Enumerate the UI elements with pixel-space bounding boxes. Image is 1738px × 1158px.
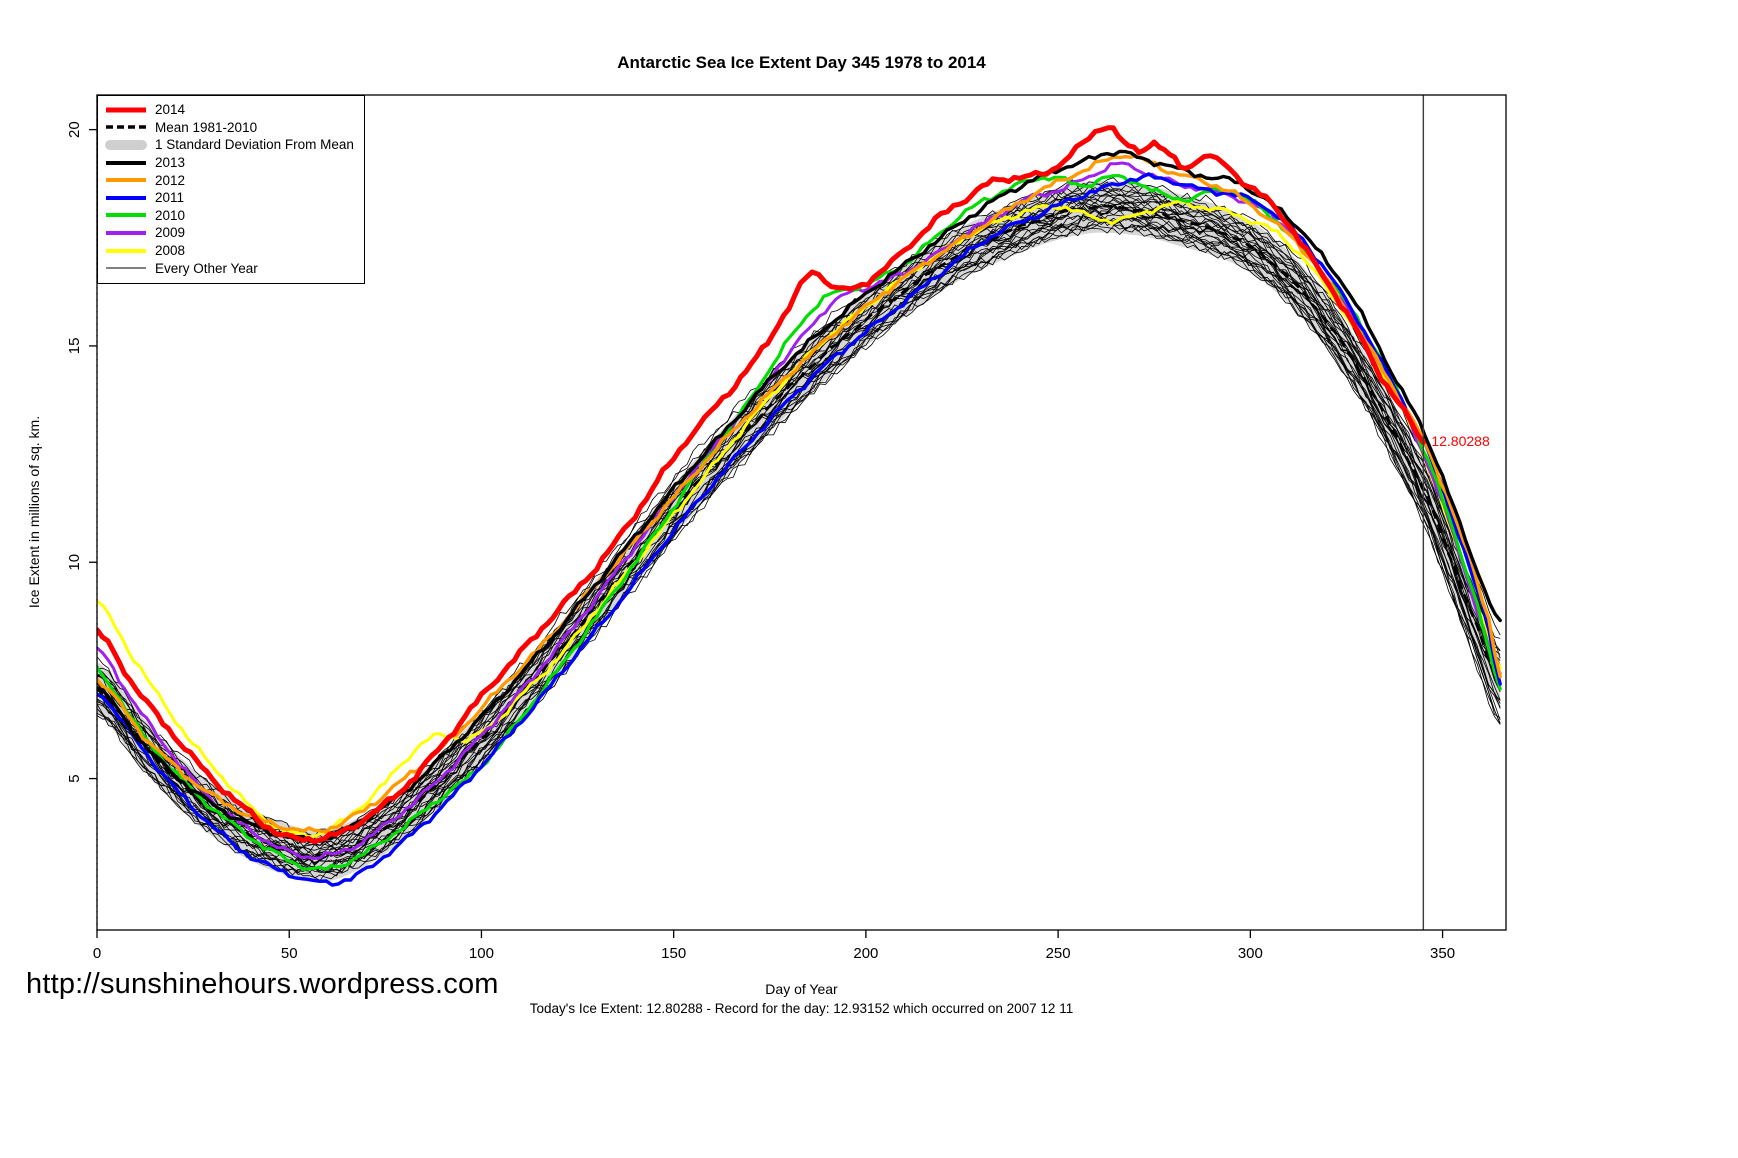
other-year-line	[97, 224, 1501, 880]
ice-extent-annotation: 12.80288	[1431, 433, 1490, 449]
legend-item: 2011	[104, 189, 356, 207]
x-tick-label: 100	[469, 945, 494, 962]
site-url: http://sunshinehours.wordpress.com	[26, 968, 499, 1000]
legend-item: Mean 1981-2010	[104, 119, 356, 137]
x-tick-label: 250	[1046, 945, 1071, 962]
other-year-line	[97, 197, 1501, 858]
legend-label: 2009	[155, 225, 186, 241]
other-year-line	[97, 187, 1501, 846]
legend-label: 2008	[155, 243, 186, 259]
chart-title: Antarctic Sea Ice Extent Day 345 1978 to…	[617, 53, 986, 72]
other-year-line	[97, 185, 1501, 847]
legend-line-swatch	[106, 160, 146, 165]
series-2008-line	[97, 200, 1502, 839]
legend-line-swatch	[106, 195, 146, 200]
other-year-line	[97, 223, 1501, 882]
legend-line-swatch	[106, 267, 146, 269]
other-year-line	[97, 209, 1501, 867]
x-tick-label: 300	[1238, 945, 1263, 962]
series-2012-line	[97, 153, 1502, 834]
other-year-line	[97, 207, 1501, 863]
plot-area	[97, 125, 1502, 887]
other-year-line	[97, 221, 1501, 875]
x-tick-label: 50	[281, 945, 298, 962]
legend-line-swatch	[106, 125, 146, 130]
legend-item: 2009	[104, 224, 356, 242]
legend-label: 2011	[155, 190, 185, 206]
legend-label: 1 Standard Deviation From Mean	[155, 137, 354, 153]
other-year-line	[97, 213, 1501, 871]
legend-item: Every Other Year	[104, 259, 356, 277]
other-year-line	[97, 214, 1501, 870]
y-tick-label: 10	[66, 554, 83, 571]
legend-item: 2008	[104, 242, 356, 260]
legend-item: 2013	[104, 154, 356, 172]
legend-line-swatch	[106, 107, 146, 113]
legend-label: 2010	[155, 207, 186, 223]
other-year-line	[97, 206, 1501, 866]
other-year-line	[97, 217, 1501, 873]
legend-label: Mean 1981-2010	[155, 119, 258, 135]
other-year-line	[97, 214, 1501, 872]
legend-item: 2014	[104, 101, 356, 119]
y-tick-label: 15	[66, 338, 83, 355]
plot-border	[96, 94, 1507, 931]
legend-line-swatch	[106, 178, 146, 183]
legend-item: 1 Standard Deviation From Mean	[104, 136, 356, 154]
x-tick-label: 0	[93, 945, 101, 962]
legend-item: 2012	[104, 171, 356, 189]
legend-label: 2012	[155, 172, 186, 188]
legend-label: Every Other Year	[155, 260, 258, 276]
x-tick-label: 200	[853, 945, 878, 962]
other-year-line	[97, 215, 1501, 873]
legend-line-swatch	[106, 248, 146, 253]
x-axis-label: Day of Year	[765, 981, 838, 997]
legend-line-swatch	[106, 230, 146, 235]
legend-line-swatch	[106, 213, 146, 218]
mean-line	[97, 204, 1502, 858]
x-tick-label: 350	[1430, 945, 1455, 962]
series-2011-line	[97, 172, 1502, 887]
x-tick-label: 150	[661, 945, 686, 962]
y-axis-label: Ice Extent in millions of sq. km.	[26, 415, 42, 609]
footer-caption: Today's Ice Extent: 12.80288 - Record fo…	[529, 1001, 1074, 1016]
legend-item: 2010	[104, 207, 356, 225]
legend: 2014 Mean 1981-2010 1 Standard Deviation F…	[97, 95, 365, 284]
legend-band-swatch	[105, 139, 147, 150]
other-year-line	[97, 219, 1501, 877]
series-2014-line	[97, 125, 1426, 845]
legend-label: 2014	[155, 102, 186, 118]
y-tick-label: 5	[66, 774, 83, 782]
legend-label: 2013	[155, 155, 186, 171]
y-tick-label: 20	[66, 121, 83, 138]
